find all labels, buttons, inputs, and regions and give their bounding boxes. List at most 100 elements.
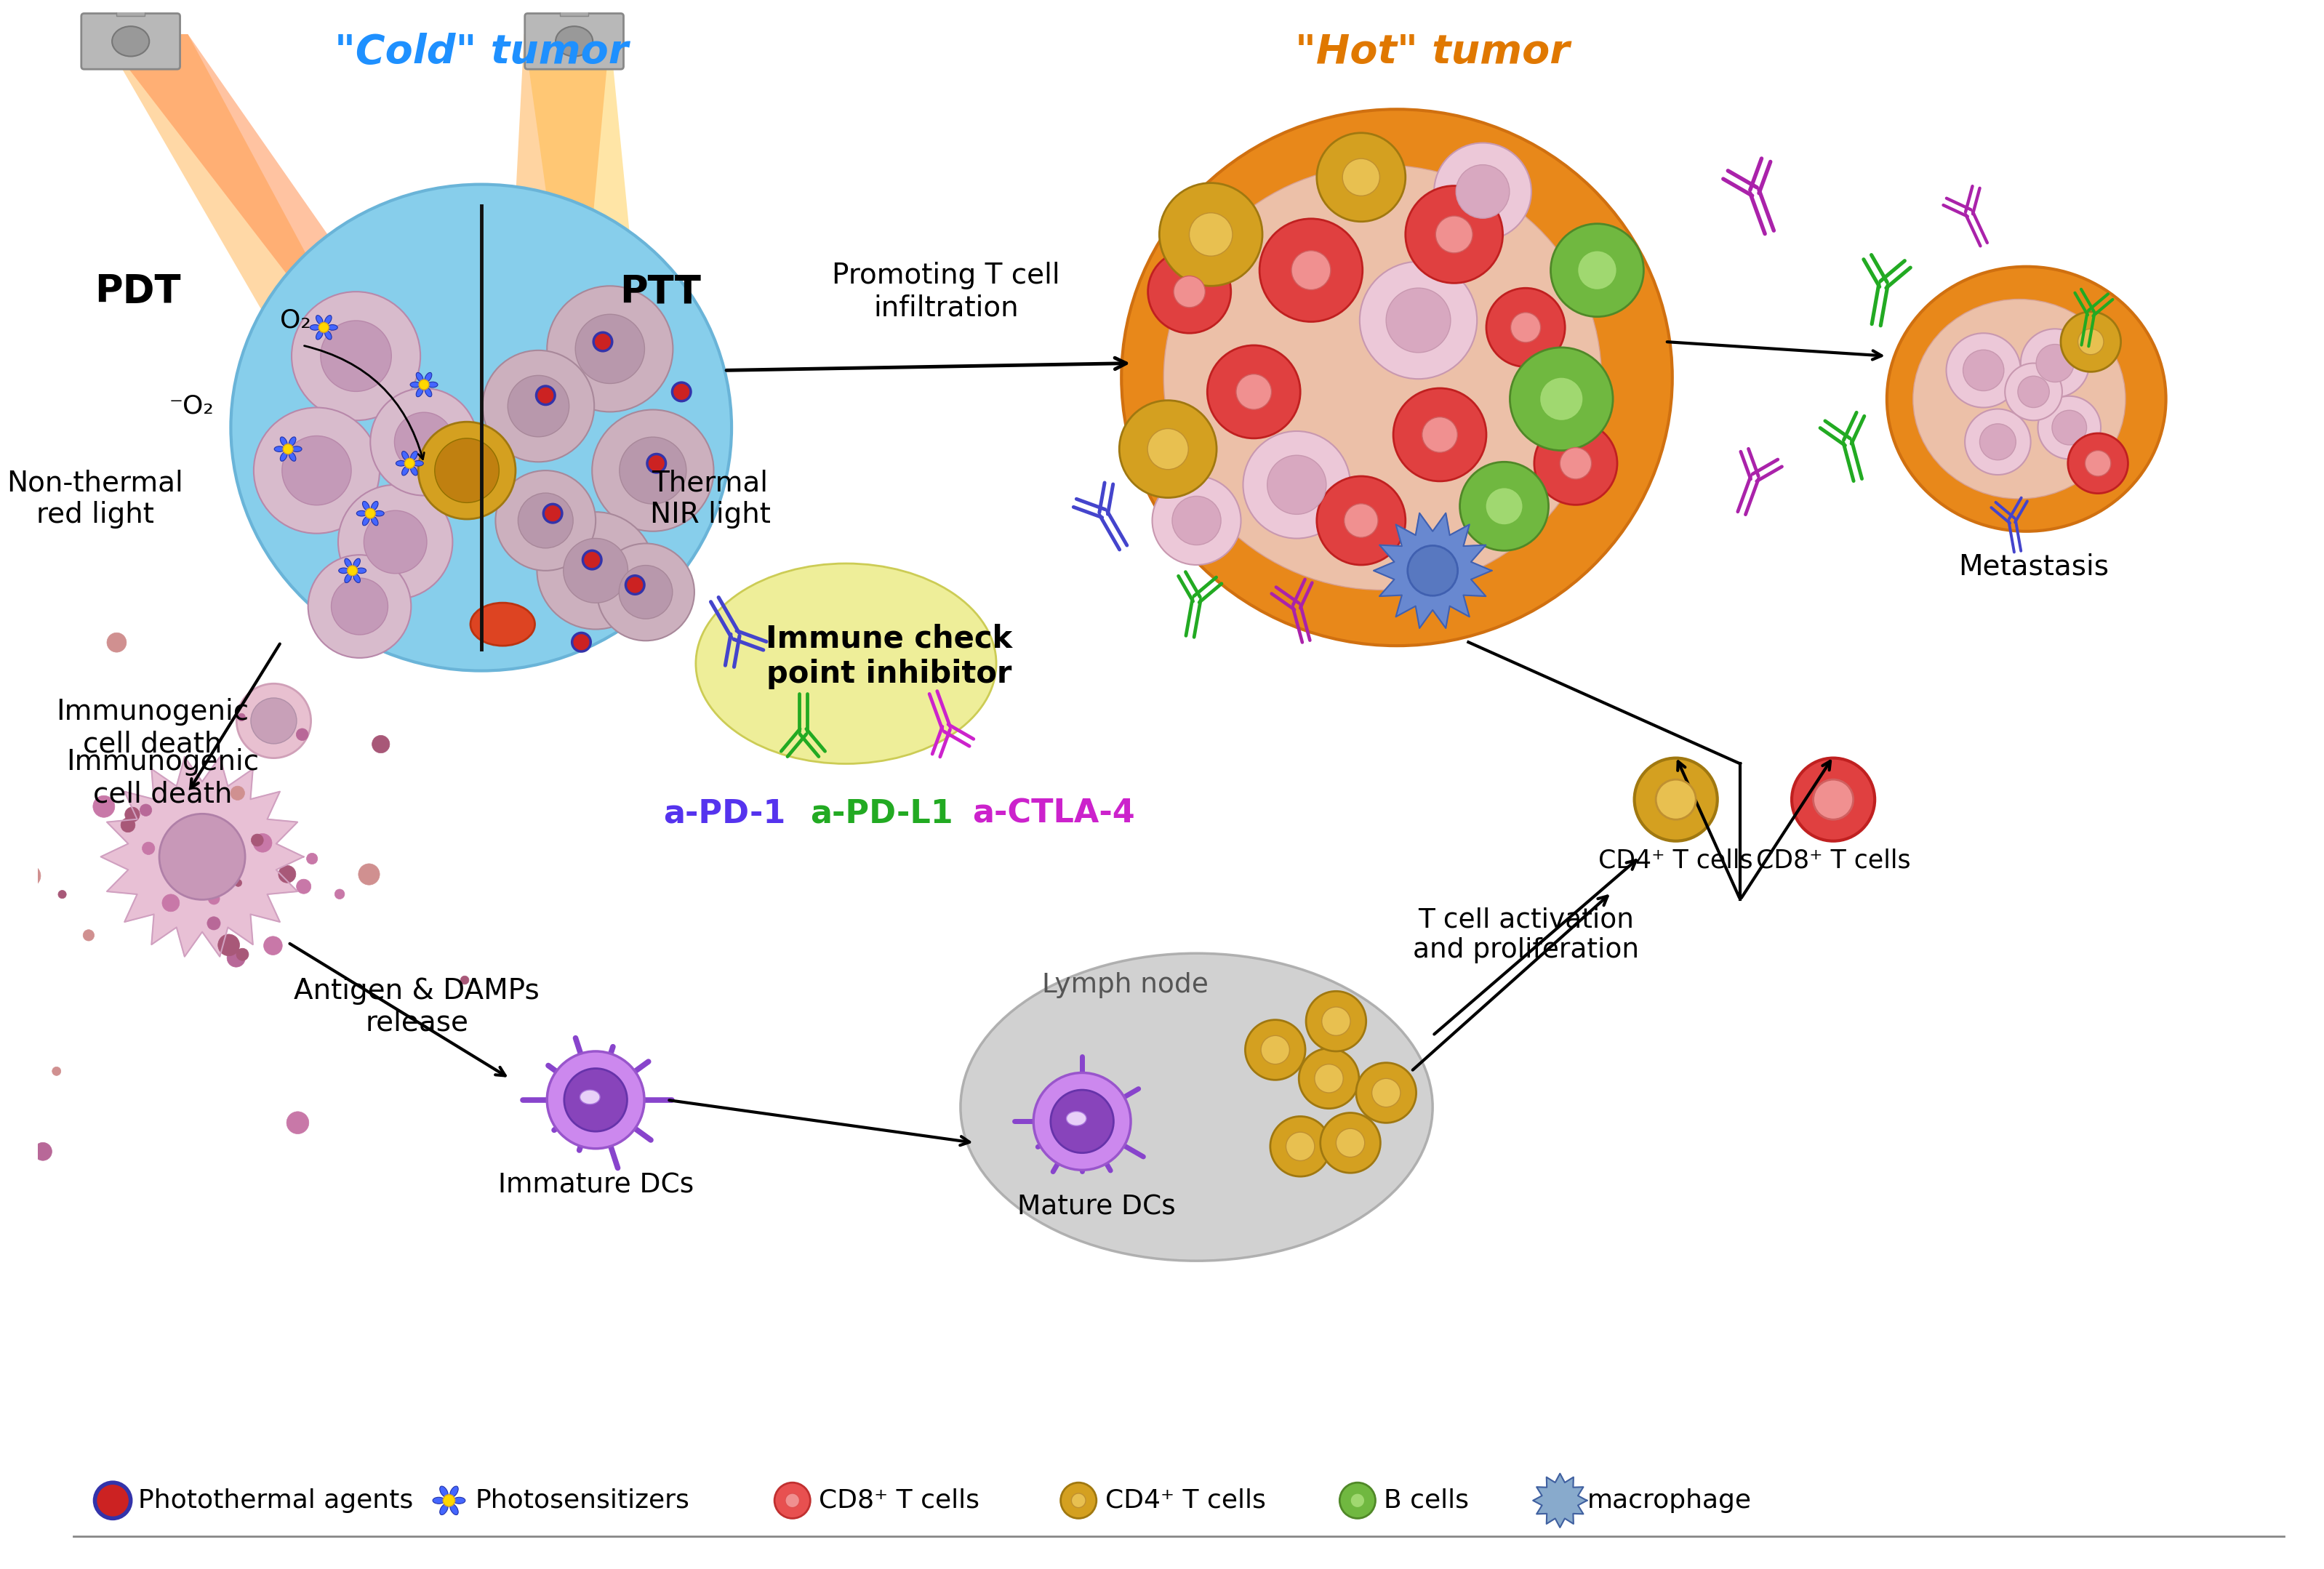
Circle shape: [307, 854, 318, 865]
Ellipse shape: [469, 602, 535, 646]
Ellipse shape: [1122, 110, 1673, 646]
Text: Photothermal agents: Photothermal agents: [137, 1487, 414, 1513]
Text: CD8⁺ T cells: CD8⁺ T cells: [818, 1487, 978, 1513]
Text: CD4⁺ T cells: CD4⁺ T cells: [1104, 1487, 1267, 1513]
Circle shape: [1171, 496, 1220, 544]
Circle shape: [218, 934, 239, 956]
Text: ⁻O₂: ⁻O₂: [170, 394, 214, 419]
Circle shape: [786, 1494, 799, 1508]
Ellipse shape: [411, 452, 418, 460]
Polygon shape: [525, 35, 646, 403]
Circle shape: [418, 422, 516, 519]
Circle shape: [107, 632, 125, 653]
Circle shape: [1436, 217, 1473, 253]
Ellipse shape: [414, 461, 423, 466]
Circle shape: [1511, 312, 1541, 342]
Text: PDT: PDT: [95, 273, 181, 311]
Circle shape: [19, 865, 40, 886]
Bar: [116, 3, 144, 16]
Circle shape: [370, 388, 479, 496]
Circle shape: [625, 576, 644, 595]
Circle shape: [58, 890, 67, 899]
Circle shape: [1148, 249, 1232, 333]
Text: a-PD-L1: a-PD-L1: [811, 799, 953, 830]
Circle shape: [593, 333, 611, 351]
Circle shape: [1206, 345, 1301, 438]
Text: T cell activation
and proliferation: T cell activation and proliferation: [1413, 907, 1638, 963]
Ellipse shape: [372, 516, 379, 526]
Circle shape: [1271, 1117, 1329, 1177]
Ellipse shape: [353, 559, 360, 568]
Ellipse shape: [344, 559, 351, 568]
Ellipse shape: [555, 27, 593, 56]
Text: Antigen & DAMPs
release: Antigen & DAMPs release: [295, 977, 539, 1037]
Circle shape: [460, 976, 469, 984]
Circle shape: [1299, 1048, 1360, 1109]
Ellipse shape: [402, 452, 409, 460]
Circle shape: [565, 1068, 627, 1131]
Circle shape: [546, 286, 674, 411]
Circle shape: [281, 436, 351, 505]
Circle shape: [546, 1051, 644, 1149]
Circle shape: [537, 386, 555, 405]
Circle shape: [290, 292, 421, 420]
Ellipse shape: [451, 1503, 458, 1514]
Circle shape: [2038, 395, 2101, 460]
Circle shape: [1071, 1494, 1085, 1508]
Circle shape: [1534, 422, 1618, 505]
Ellipse shape: [344, 574, 351, 582]
Ellipse shape: [453, 1497, 465, 1503]
Text: Immune check
point inhibitor: Immune check point inhibitor: [765, 623, 1013, 689]
Ellipse shape: [288, 436, 295, 446]
Circle shape: [365, 510, 428, 574]
Circle shape: [93, 795, 114, 817]
Polygon shape: [1534, 1473, 1587, 1528]
Text: "Hot" tumor: "Hot" tumor: [1294, 33, 1571, 72]
Circle shape: [1578, 251, 1618, 290]
Polygon shape: [1373, 513, 1492, 628]
Circle shape: [1339, 1483, 1376, 1519]
Ellipse shape: [356, 568, 367, 573]
Ellipse shape: [325, 331, 332, 339]
Ellipse shape: [411, 381, 421, 388]
Circle shape: [1120, 400, 1215, 497]
Circle shape: [1385, 289, 1450, 353]
Circle shape: [395, 413, 453, 471]
Circle shape: [1285, 1133, 1315, 1161]
Circle shape: [1434, 143, 1532, 240]
Ellipse shape: [411, 466, 418, 475]
Polygon shape: [504, 35, 609, 403]
Circle shape: [1060, 1483, 1097, 1519]
Ellipse shape: [402, 466, 409, 475]
Circle shape: [286, 1111, 309, 1134]
Circle shape: [1792, 758, 1875, 841]
Circle shape: [253, 833, 272, 852]
Circle shape: [1246, 1020, 1306, 1079]
Circle shape: [207, 916, 221, 930]
Circle shape: [1148, 428, 1188, 469]
Circle shape: [2078, 329, 2103, 355]
Ellipse shape: [1067, 1111, 1085, 1125]
Text: a-CTLA-4: a-CTLA-4: [971, 799, 1134, 830]
Text: Mature DCs: Mature DCs: [1018, 1194, 1176, 1221]
Circle shape: [309, 555, 411, 657]
Circle shape: [444, 1495, 456, 1506]
Circle shape: [1236, 373, 1271, 410]
Circle shape: [1322, 1007, 1350, 1036]
Circle shape: [518, 493, 574, 548]
FancyBboxPatch shape: [81, 14, 179, 69]
Circle shape: [251, 698, 297, 744]
Circle shape: [253, 408, 379, 533]
Circle shape: [1945, 333, 2020, 408]
Ellipse shape: [428, 381, 437, 388]
Ellipse shape: [451, 1486, 458, 1497]
Circle shape: [95, 1483, 130, 1519]
Polygon shape: [102, 35, 386, 403]
Ellipse shape: [1887, 267, 2166, 532]
Ellipse shape: [1164, 165, 1601, 590]
Circle shape: [1315, 1064, 1343, 1092]
Ellipse shape: [416, 372, 423, 381]
Ellipse shape: [695, 563, 997, 764]
Circle shape: [1541, 377, 1583, 420]
Circle shape: [1343, 158, 1380, 196]
